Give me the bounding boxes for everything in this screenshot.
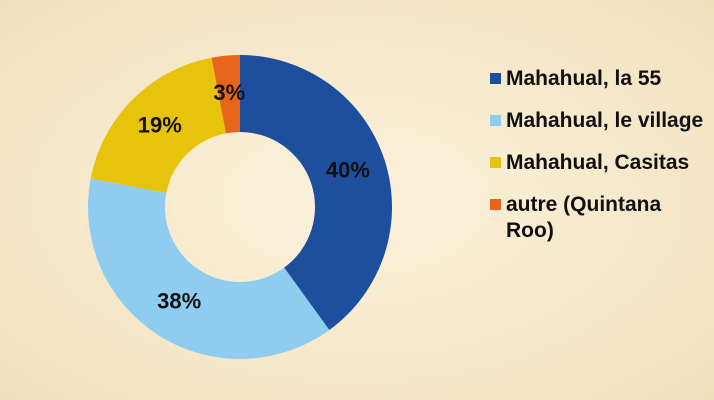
legend-swatch	[490, 199, 501, 210]
legend-label: autre (Quintana Roo)	[506, 193, 662, 242]
legend-item: Mahahual, Casitas	[490, 150, 705, 176]
data-label: 19%	[138, 113, 182, 138]
donut-slice	[88, 178, 330, 359]
donut-slice	[90, 57, 226, 193]
donut-slice	[211, 55, 240, 134]
legend-label: Mahahual, Casitas	[506, 151, 690, 174]
donut-slice	[240, 55, 392, 330]
legend: Mahahual, la 55 Mahahual, le village Mahah…	[490, 66, 705, 260]
data-label: 40%	[326, 158, 370, 183]
legend-label: Mahahual, le village	[506, 109, 704, 132]
data-label: 38%	[157, 289, 201, 314]
legend-swatch	[490, 157, 501, 168]
legend-item: Mahahual, la 55	[490, 66, 705, 92]
legend-label: Mahahual, la 55	[506, 67, 662, 90]
legend-item: autre (Quintana Roo)	[490, 192, 705, 244]
legend-item: Mahahual, le village	[490, 108, 705, 134]
data-label: 3%	[213, 80, 245, 105]
legend-swatch	[490, 115, 501, 126]
legend-swatch	[490, 73, 501, 84]
